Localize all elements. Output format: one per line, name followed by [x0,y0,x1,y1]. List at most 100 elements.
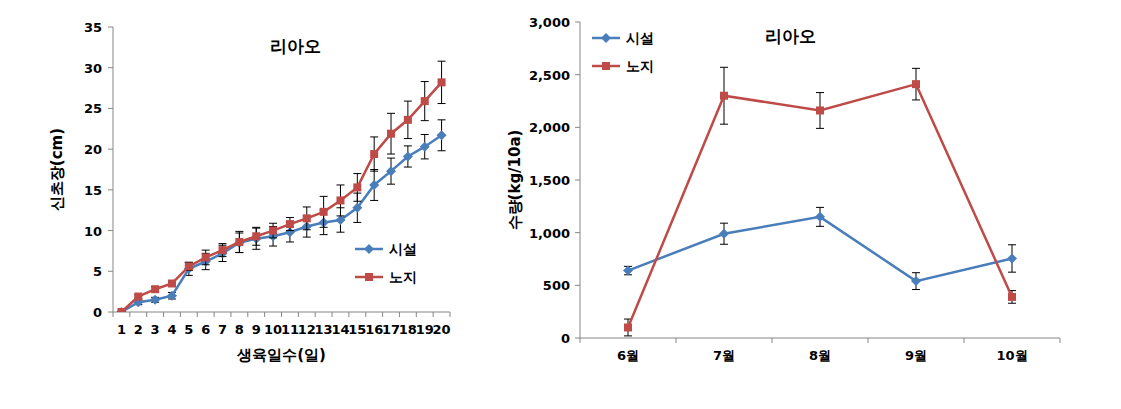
y-tick [108,189,113,190]
legend: 시설노지 [592,30,654,74]
y-axis [113,27,114,312]
error-bar [202,250,210,265]
title: 리아오 [270,36,321,56]
legend-marker [601,33,611,43]
series-line [628,84,1012,327]
x-tick [1060,338,1061,343]
y-tick [108,271,113,272]
x-tick-label: 1 [117,322,126,337]
marker [219,246,227,254]
x-tick-label: 10월 [996,348,1027,363]
x-tick-label: 8 [235,322,244,337]
error-bar [252,227,260,245]
x-tick [365,312,366,317]
y-tick [108,27,113,28]
marker [335,215,345,225]
x-tick [315,312,316,317]
x-tick-label: 3 [151,322,160,337]
error-bar [816,93,824,129]
y-tick [108,312,113,313]
y-tick-label: 5 [93,264,102,279]
error-bar [421,134,429,158]
x-tick-label: 10 [264,322,282,337]
x-tick [416,312,417,317]
plot-area [116,61,446,312]
x-tick-label: 7월 [713,348,735,363]
error-bar [624,266,632,274]
legend-label: 시설 [626,30,654,46]
x-tick-label: 7 [218,322,227,337]
legend-label: 노지 [626,58,654,74]
plot-area [623,67,1017,336]
error-bar [286,218,294,231]
series-line [121,82,441,312]
error-bar [387,158,395,184]
y-tick-label: 0 [561,331,570,346]
error-bar [720,223,728,244]
y-tick-label: 35 [84,20,102,35]
marker [370,150,378,158]
y-tick [108,108,113,109]
error-bar [303,207,311,230]
series [116,120,446,312]
error-bar [370,137,378,171]
x-tick-label: 2 [134,322,143,337]
legend-label: 시설 [389,241,417,257]
x-tick [772,338,773,343]
x-tick [180,312,181,317]
marker [167,291,177,301]
marker [185,262,193,270]
legend-marker [364,244,374,254]
title: 리아오 [765,26,816,46]
error-bar [387,113,395,154]
marker [815,212,825,222]
error-bar [912,273,920,290]
marker [1008,293,1016,301]
x-tick [197,312,198,317]
x-tick [433,312,434,317]
x-tick [332,312,333,317]
x-tick [348,312,349,317]
error-bar [219,244,227,257]
x-tick-label: 18 [399,322,417,337]
legend-label: 노지 [389,269,417,285]
error-bar [816,207,824,226]
error-bar [370,170,378,201]
legend: 시설노지 [355,241,417,285]
y-tick [108,149,113,150]
marker [1007,253,1017,263]
x-tick-label: 6월 [617,348,639,363]
y-tick [108,67,113,68]
legend-marker [365,273,373,281]
y-tick [575,74,580,75]
marker [369,180,379,190]
x-tick-label: 6 [201,322,210,337]
x-tick [676,338,677,343]
y-tick-label: 15 [84,183,102,198]
y-tick [575,180,580,181]
error-bar [219,245,227,261]
marker [151,285,159,293]
marker [269,227,277,235]
x-tick-label: 9월 [905,348,927,363]
x-tick [868,338,869,343]
marker [352,203,362,213]
error-bar [438,120,446,151]
y-axis-label: 신초장(cm) [48,128,66,211]
y-tick-label: 1,500 [529,173,570,188]
marker [420,142,430,152]
marker [252,232,260,240]
x-tick [247,312,248,317]
series-line [628,217,1012,281]
marker [421,97,429,105]
x-tick-label: 19 [416,322,434,337]
marker [912,80,920,88]
x-tick-label: 5 [184,322,193,337]
x-tick [580,338,581,343]
error-bar [252,228,260,249]
marker [911,276,921,286]
marker [719,229,729,239]
error-bar [438,61,446,103]
figure: 0510152025303512345678910111213141516171… [0,0,1121,409]
y-tick-label: 30 [84,61,102,76]
